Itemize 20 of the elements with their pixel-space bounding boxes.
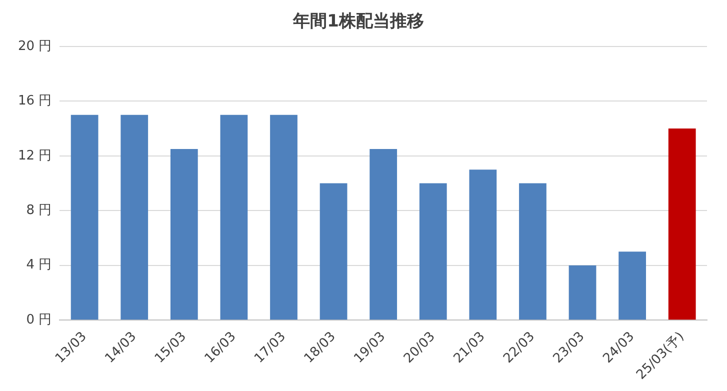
bar — [120, 114, 148, 320]
bar — [618, 252, 646, 320]
bar — [568, 265, 596, 320]
bar — [419, 183, 447, 320]
y-tick-label: 4 円 — [26, 258, 52, 273]
bar — [270, 114, 298, 320]
bar — [70, 114, 98, 320]
y-tick-label: 20 円 — [18, 38, 52, 54]
bar — [469, 170, 497, 320]
y-tick-label: 12 円 — [18, 148, 52, 164]
y-tick-label: 8 円 — [26, 203, 52, 218]
bar — [220, 114, 248, 320]
y-tick-label: 0 円 — [26, 312, 52, 328]
bar — [370, 149, 398, 320]
bar — [519, 183, 546, 320]
y-tick-label: 16 円 — [18, 94, 52, 109]
bar — [320, 183, 348, 320]
bar — [170, 149, 198, 320]
chart-title: 年間1株配当推移 — [292, 12, 424, 32]
bar — [668, 128, 696, 320]
